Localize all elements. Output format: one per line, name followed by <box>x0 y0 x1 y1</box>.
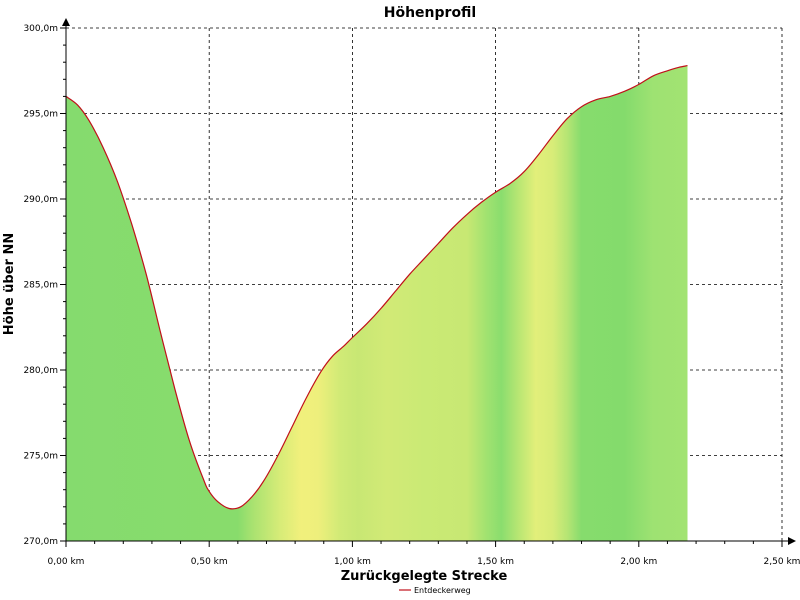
elevation-line <box>65 65 688 510</box>
chart-title: Höhenprofil <box>384 5 476 21</box>
legend-entry-label: Entdeckerweg <box>414 586 471 595</box>
y-tick-label: 275,0m <box>23 452 58 462</box>
x-axis-ticks: 0,00 km 0,50 km 1,00 km 1,50 km 2,00 km 2,50 … <box>48 541 800 567</box>
x-axis-label: Zurückgelegte Strecke <box>341 569 508 584</box>
y-tick-label: 300,0m <box>23 24 58 34</box>
y-tick-label: 280,0m <box>23 366 58 376</box>
x-tick-label: 2,00 km <box>620 557 657 567</box>
y-tick-label: 290,0m <box>23 195 58 205</box>
x-tick-label: 1,00 km <box>334 557 371 567</box>
y-tick-label: 285,0m <box>23 281 58 291</box>
x-axis-arrow <box>788 537 796 545</box>
y-axis-label: Höhe über NN <box>2 233 17 335</box>
axes <box>62 18 796 545</box>
x-tick-label: 0,00 km <box>48 557 85 567</box>
x-tick-label: 2,50 km <box>764 557 800 567</box>
x-tick-label: 1,50 km <box>477 557 514 567</box>
legend: Entdeckerweg <box>399 586 471 595</box>
y-axis-arrow <box>62 18 70 26</box>
x-tick-label: 0,50 km <box>191 557 228 567</box>
y-tick-label: 295,0m <box>23 110 58 120</box>
y-axis-ticks: 270,0m 275,0m 280,0m 285,0m 290,0m 295,0m 300,… <box>23 24 66 547</box>
y-tick-label: 270,0m <box>23 537 58 547</box>
elevation-area <box>66 65 688 541</box>
